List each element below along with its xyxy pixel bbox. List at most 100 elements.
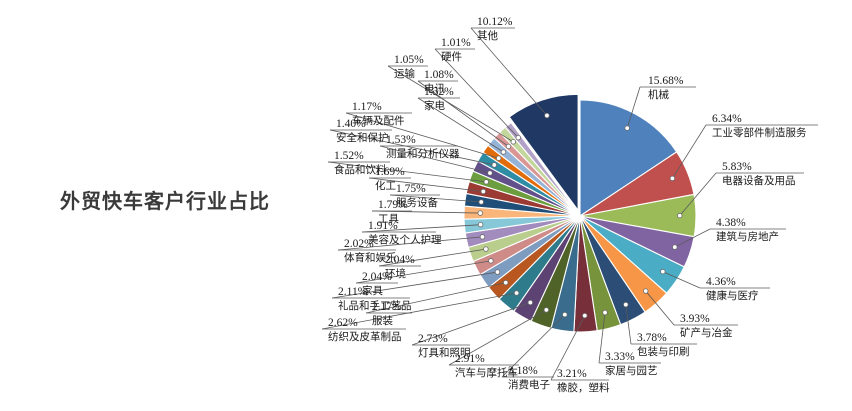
leader-dot (477, 210, 483, 216)
leader-dot (643, 288, 649, 294)
slice-percent-label: 1.32% (424, 86, 454, 98)
leader-dot (543, 307, 550, 313)
slice-percent-label: 2.91% (455, 353, 485, 365)
slice-percent-label: 3.18% (508, 365, 538, 377)
leader-dot (602, 309, 608, 316)
slice-percent-label: 4.36% (706, 276, 736, 288)
leader-line (448, 309, 547, 366)
slice-percent-label: 3.21% (557, 368, 587, 380)
leader-dot (478, 199, 484, 205)
slice-category-label: 纺织及皮革制品 (328, 330, 402, 343)
slice-category-label: 美容及个人护理 (368, 233, 442, 246)
slice-category-label: 环境 (385, 267, 406, 280)
slice-category-label: 服装 (372, 314, 393, 327)
leader-line (417, 97, 504, 153)
slice-percent-label: 3.33% (605, 351, 635, 363)
leader-dot (479, 234, 486, 240)
leader-dot (505, 143, 512, 150)
pie-slice[interactable] (579, 99, 678, 218)
leader-dot (510, 139, 517, 145)
slice-category-label: 家具 (362, 284, 383, 297)
slice-category-label: 矿产与冶金 (680, 326, 733, 339)
leader-line (379, 145, 491, 174)
leader-line (361, 224, 481, 233)
slice-percent-label: 2.62% (328, 317, 358, 329)
leader-dot (495, 155, 502, 161)
slice-percent-label: 2.04% (362, 271, 392, 283)
leader-line (378, 248, 486, 267)
pie-slice[interactable] (508, 93, 579, 212)
slice-percent-label: 2.17% (372, 301, 402, 313)
leader-dot (582, 312, 588, 319)
slice-category-label: 机械 (648, 88, 669, 101)
leader-line (345, 112, 499, 159)
slice-percent-label: 1.52% (334, 150, 364, 162)
slice-category-label: 橡胶，塑料 (557, 381, 610, 394)
leader-line (387, 65, 514, 143)
slice-category-label: 其他 (477, 29, 498, 42)
pie-leader-lines (321, 27, 818, 381)
slice-percent-label: 3.78% (637, 332, 667, 344)
leader-line (337, 236, 483, 251)
pie-labels: 15.68%机械 6.34%工业零部件制造服务 5.83%电器设备及用品 4.38%建… (328, 16, 807, 394)
slice-category-label: 食品和饮料 (334, 163, 387, 176)
leader-line (645, 290, 675, 326)
slice-percent-label: 10.12% (477, 16, 513, 28)
leader-dot (660, 268, 666, 275)
leader-line (329, 129, 495, 166)
leader-line (417, 80, 509, 147)
slice-percent-label: 1.05% (394, 54, 424, 66)
slice-category-label: 测量和分析仪器 (386, 147, 460, 160)
leader-line (321, 292, 517, 330)
slice-category-label: 汽车与摩托车 (455, 366, 518, 379)
pie-slice[interactable] (504, 121, 581, 217)
leader-dot (488, 258, 494, 264)
leader-dot (624, 125, 630, 131)
slice-percent-label: 1.79% (378, 199, 408, 211)
slice-category-label: 建筑与房地产 (716, 230, 779, 243)
slice-category-label: 电器设备及用品 (722, 174, 796, 187)
slice-category-label: 包装与印刷 (637, 345, 690, 358)
slice-category-label: 工具 (378, 213, 399, 225)
slice-percent-label: 1.17% (352, 101, 382, 113)
slice-category-label: 电讯 (424, 82, 445, 95)
leader-dot (623, 301, 629, 308)
leader-dot (491, 162, 497, 168)
slice-percent-label: 1.53% (386, 134, 416, 146)
leader-line (365, 282, 506, 314)
slice-percent-label: 2.02% (344, 238, 374, 250)
slice-category-label: 消费电子 (508, 378, 550, 391)
chart-title: 外贸快车客户行业占比 (60, 189, 270, 213)
leader-line (550, 315, 586, 381)
leader-line (470, 27, 548, 116)
slice-percent-label: 2.73% (418, 333, 448, 345)
leader-line (501, 314, 566, 378)
slice-category-label: 化工 (375, 179, 396, 192)
slice-percent-label: 2.11% (338, 286, 368, 298)
leader-dot (677, 212, 683, 219)
leader-dot (500, 149, 507, 155)
slice-category-label: 车辆及配件 (352, 114, 405, 127)
slice-percent-label: 1.40% (336, 118, 366, 130)
leader-line (434, 48, 519, 138)
slice-percent-label: 1.91% (368, 220, 398, 232)
leader-dot (544, 112, 550, 119)
slice-category-label: 礼品和手工艺品 (338, 299, 412, 312)
slice-category-label: 健康与医疗 (706, 289, 759, 302)
slice-percent-label: 1.01% (441, 37, 471, 49)
leader-line (331, 271, 498, 299)
leader-line (626, 86, 641, 129)
leader-line (327, 161, 487, 183)
leader-line (355, 260, 491, 284)
slice-percent-label: 5.83% (722, 161, 752, 173)
leader-dot (672, 244, 678, 250)
slice-category-label: 家电 (424, 99, 445, 112)
slice-category-label: 体育和娱乐 (344, 251, 397, 264)
slice-percent-label: 2.04% (385, 254, 415, 266)
leader-line (662, 271, 701, 289)
leader-dot (503, 279, 509, 286)
slice-category-label: 家居与园艺 (605, 364, 658, 377)
leader-line (679, 172, 717, 216)
